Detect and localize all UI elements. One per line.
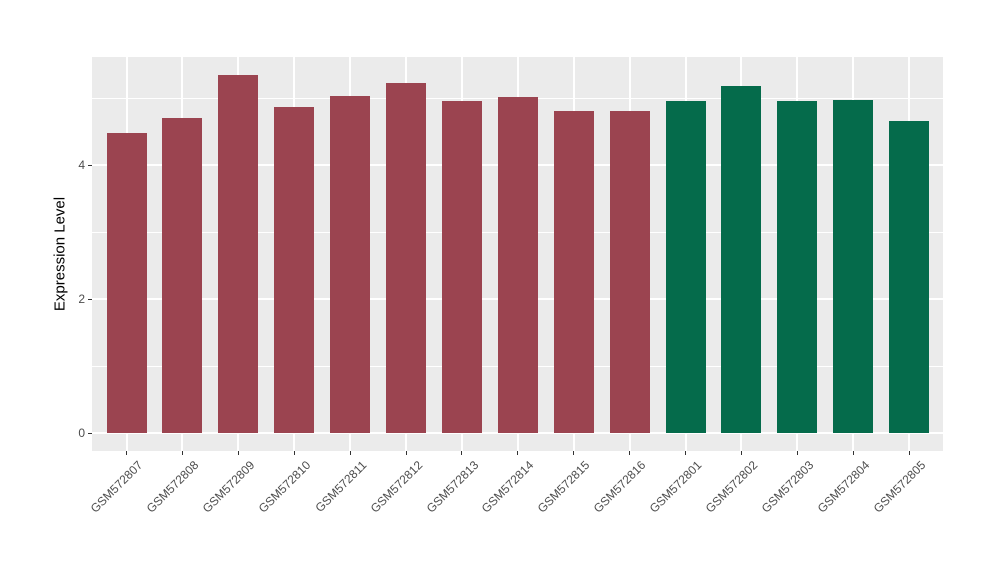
bar-GSM572803	[777, 100, 818, 433]
bar-GSM572807	[106, 132, 147, 433]
x-tick-label-GSM572805: GSM572805	[870, 458, 929, 516]
x-tick-label-GSM572804: GSM572804	[814, 458, 873, 516]
x-tick-label-GSM572807: GSM572807	[87, 458, 146, 516]
bar-GSM572805	[889, 120, 930, 433]
x-tick-label-GSM572816: GSM572816	[590, 458, 649, 516]
x-tick-label-GSM572812: GSM572812	[367, 458, 425, 516]
bar-GSM572811	[330, 95, 371, 433]
x-tick-mark-GSM572808	[181, 451, 183, 455]
x-tick-label-GSM572814: GSM572814	[479, 458, 537, 516]
bar-GSM572816	[609, 110, 650, 433]
bar-GSM572808	[162, 118, 203, 433]
x-tick-mark-GSM572802	[740, 451, 742, 455]
bar-GSM572814	[497, 97, 538, 433]
bar-GSM572801	[665, 100, 706, 433]
bar-GSM572804	[833, 100, 874, 433]
x-tick-mark-GSM572811	[349, 451, 351, 455]
bar-GSM572810	[274, 106, 315, 433]
y-tick-mark-2	[88, 299, 92, 300]
plot-panel	[92, 57, 943, 451]
x-tick-mark-GSM572805	[908, 451, 910, 455]
x-tick-label-GSM572808: GSM572808	[143, 458, 202, 516]
x-tick-mark-GSM572816	[629, 451, 631, 455]
x-tick-label-GSM572803: GSM572803	[758, 458, 817, 516]
x-tick-label-GSM572815: GSM572815	[535, 458, 593, 516]
x-tick-mark-GSM572812	[405, 451, 407, 455]
x-tick-label-GSM572813: GSM572813	[423, 458, 481, 516]
x-tick-label-GSM572810: GSM572810	[255, 458, 314, 516]
x-tick-mark-GSM572814	[517, 451, 519, 455]
y-tick-label-4: 4	[78, 158, 85, 172]
x-tick-mark-GSM572804	[852, 451, 854, 455]
x-tick-mark-GSM572809	[237, 451, 239, 455]
x-tick-label-GSM572809: GSM572809	[199, 458, 258, 516]
bar-GSM572815	[553, 110, 594, 433]
x-tick-mark-GSM572801	[685, 451, 686, 455]
bar-GSM572809	[218, 75, 259, 433]
x-tick-label-GSM572801: GSM572801	[646, 458, 705, 516]
x-tick-label-GSM572802: GSM572802	[702, 458, 761, 516]
x-tick-mark-GSM572815	[573, 451, 575, 455]
x-tick-mark-GSM572803	[796, 451, 798, 455]
y-tick-mark-0	[88, 433, 92, 434]
bar-GSM572812	[386, 83, 426, 433]
x-tick-mark-GSM572813	[461, 451, 463, 455]
x-tick-mark-GSM572807	[126, 451, 127, 455]
y-tick-label-2: 2	[78, 292, 85, 306]
y-tick-mark-4	[88, 165, 92, 166]
x-tick-mark-GSM572810	[293, 451, 295, 455]
y-tick-label-0: 0	[78, 426, 85, 440]
x-tick-label-GSM572811: GSM572811	[312, 458, 370, 515]
bar-GSM572813	[441, 100, 482, 433]
bar-GSM572802	[721, 85, 762, 433]
